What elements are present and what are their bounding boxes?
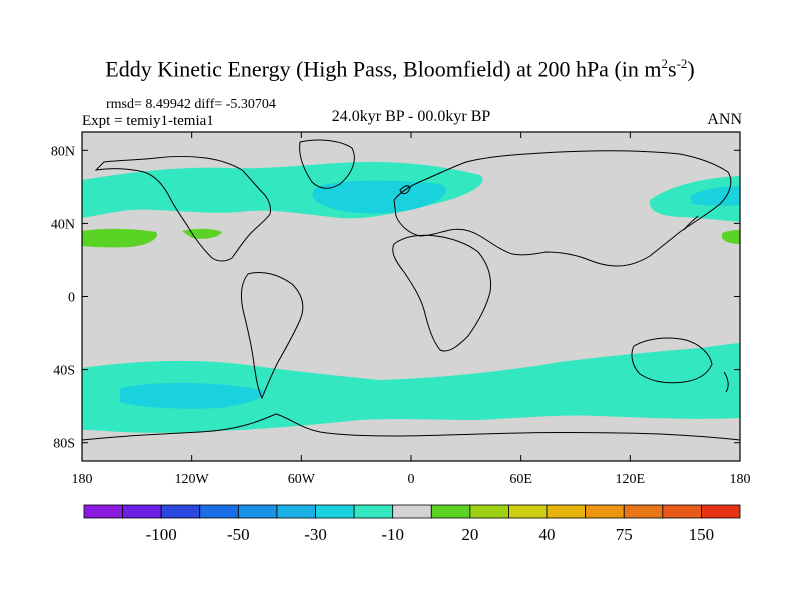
nh-pacific-core	[690, 186, 740, 206]
colorbar-box	[623, 504, 664, 519]
colorbar-box	[546, 504, 587, 519]
sh-negative-band	[82, 343, 740, 433]
longitude-axis: 180 120W 60W 0 60E 120E 180	[72, 132, 751, 487]
colorbar-box	[122, 504, 162, 519]
colorbar-box	[353, 504, 394, 519]
coast-eurasia	[393, 150, 732, 267]
coast-africa	[392, 234, 491, 352]
lat-tick-label: 40S	[53, 364, 75, 379]
coast-north-america	[94, 156, 271, 262]
coastlines	[82, 139, 740, 441]
coast-new-zealand	[723, 371, 729, 393]
lon-tick-label: 180	[730, 472, 751, 487]
colorbar-label: -100	[146, 525, 177, 544]
colorbar-box	[199, 504, 239, 519]
coast-uk	[399, 185, 411, 195]
colorbar-box	[701, 504, 741, 519]
rmsd-diff-label: rmsd= 8.49942 diff= -5.30704	[106, 97, 276, 112]
colorbar-label: -50	[227, 525, 250, 544]
field-shading	[82, 161, 740, 433]
colorbar-box	[83, 504, 123, 519]
lat-tick-label: 80S	[53, 437, 75, 452]
coast-south-america	[240, 271, 304, 400]
experiment-label: Expt = temiy1-temia1	[82, 113, 214, 129]
colorbar-label: 150	[689, 525, 715, 544]
coast-australia	[631, 337, 713, 384]
lon-tick-label: 60E	[509, 472, 532, 487]
colorbar-box	[585, 504, 625, 519]
colorbar-label: -30	[304, 525, 327, 544]
colorbar-label: 40	[539, 525, 556, 544]
colorbar-box	[430, 504, 471, 519]
lon-tick-label: 120W	[175, 472, 210, 487]
colorbar-label: -10	[381, 525, 404, 544]
lat-tick-label: 80N	[51, 144, 75, 159]
colorbar-box	[392, 504, 432, 519]
colorbar-box	[276, 504, 316, 519]
positive-patch-east-pacific	[82, 228, 157, 248]
coast-antarctica	[82, 413, 740, 441]
latitude-axis: 80N 40N 0 40S 80S	[51, 144, 740, 452]
period-label: 24.0kyr BP - 00.0kyr BP	[331, 108, 491, 125]
positive-patch-north-america	[182, 228, 222, 239]
colorbar-label: 75	[616, 525, 633, 544]
lon-tick-label: 180	[72, 472, 93, 487]
colorbar: -100 -50 -30 -10 20 40 75 150	[83, 504, 741, 544]
lon-tick-label: 120E	[616, 472, 646, 487]
coast-greenland	[299, 139, 355, 189]
colorbar-label: 20	[461, 525, 478, 544]
lon-tick-label: 60W	[288, 472, 316, 487]
colorbar-box	[469, 504, 509, 519]
nh-strong-core	[312, 180, 446, 214]
sh-strong-core	[120, 382, 264, 409]
coast-japan	[683, 215, 699, 231]
colorbar-box	[508, 504, 548, 519]
colorbar-box	[315, 504, 355, 519]
colorbar-box	[160, 504, 201, 519]
plot-title: Eddy Kinetic Energy (High Pass, Bloomfie…	[105, 56, 695, 82]
lat-tick-label: 40N	[51, 217, 75, 232]
positive-patch-west-pacific	[722, 230, 740, 244]
lon-tick-label: 0	[408, 472, 415, 487]
colorbar-box	[662, 504, 702, 519]
lat-tick-label: 0	[68, 291, 75, 306]
colorbar-box	[237, 504, 278, 519]
season-label: ANN	[707, 111, 742, 128]
